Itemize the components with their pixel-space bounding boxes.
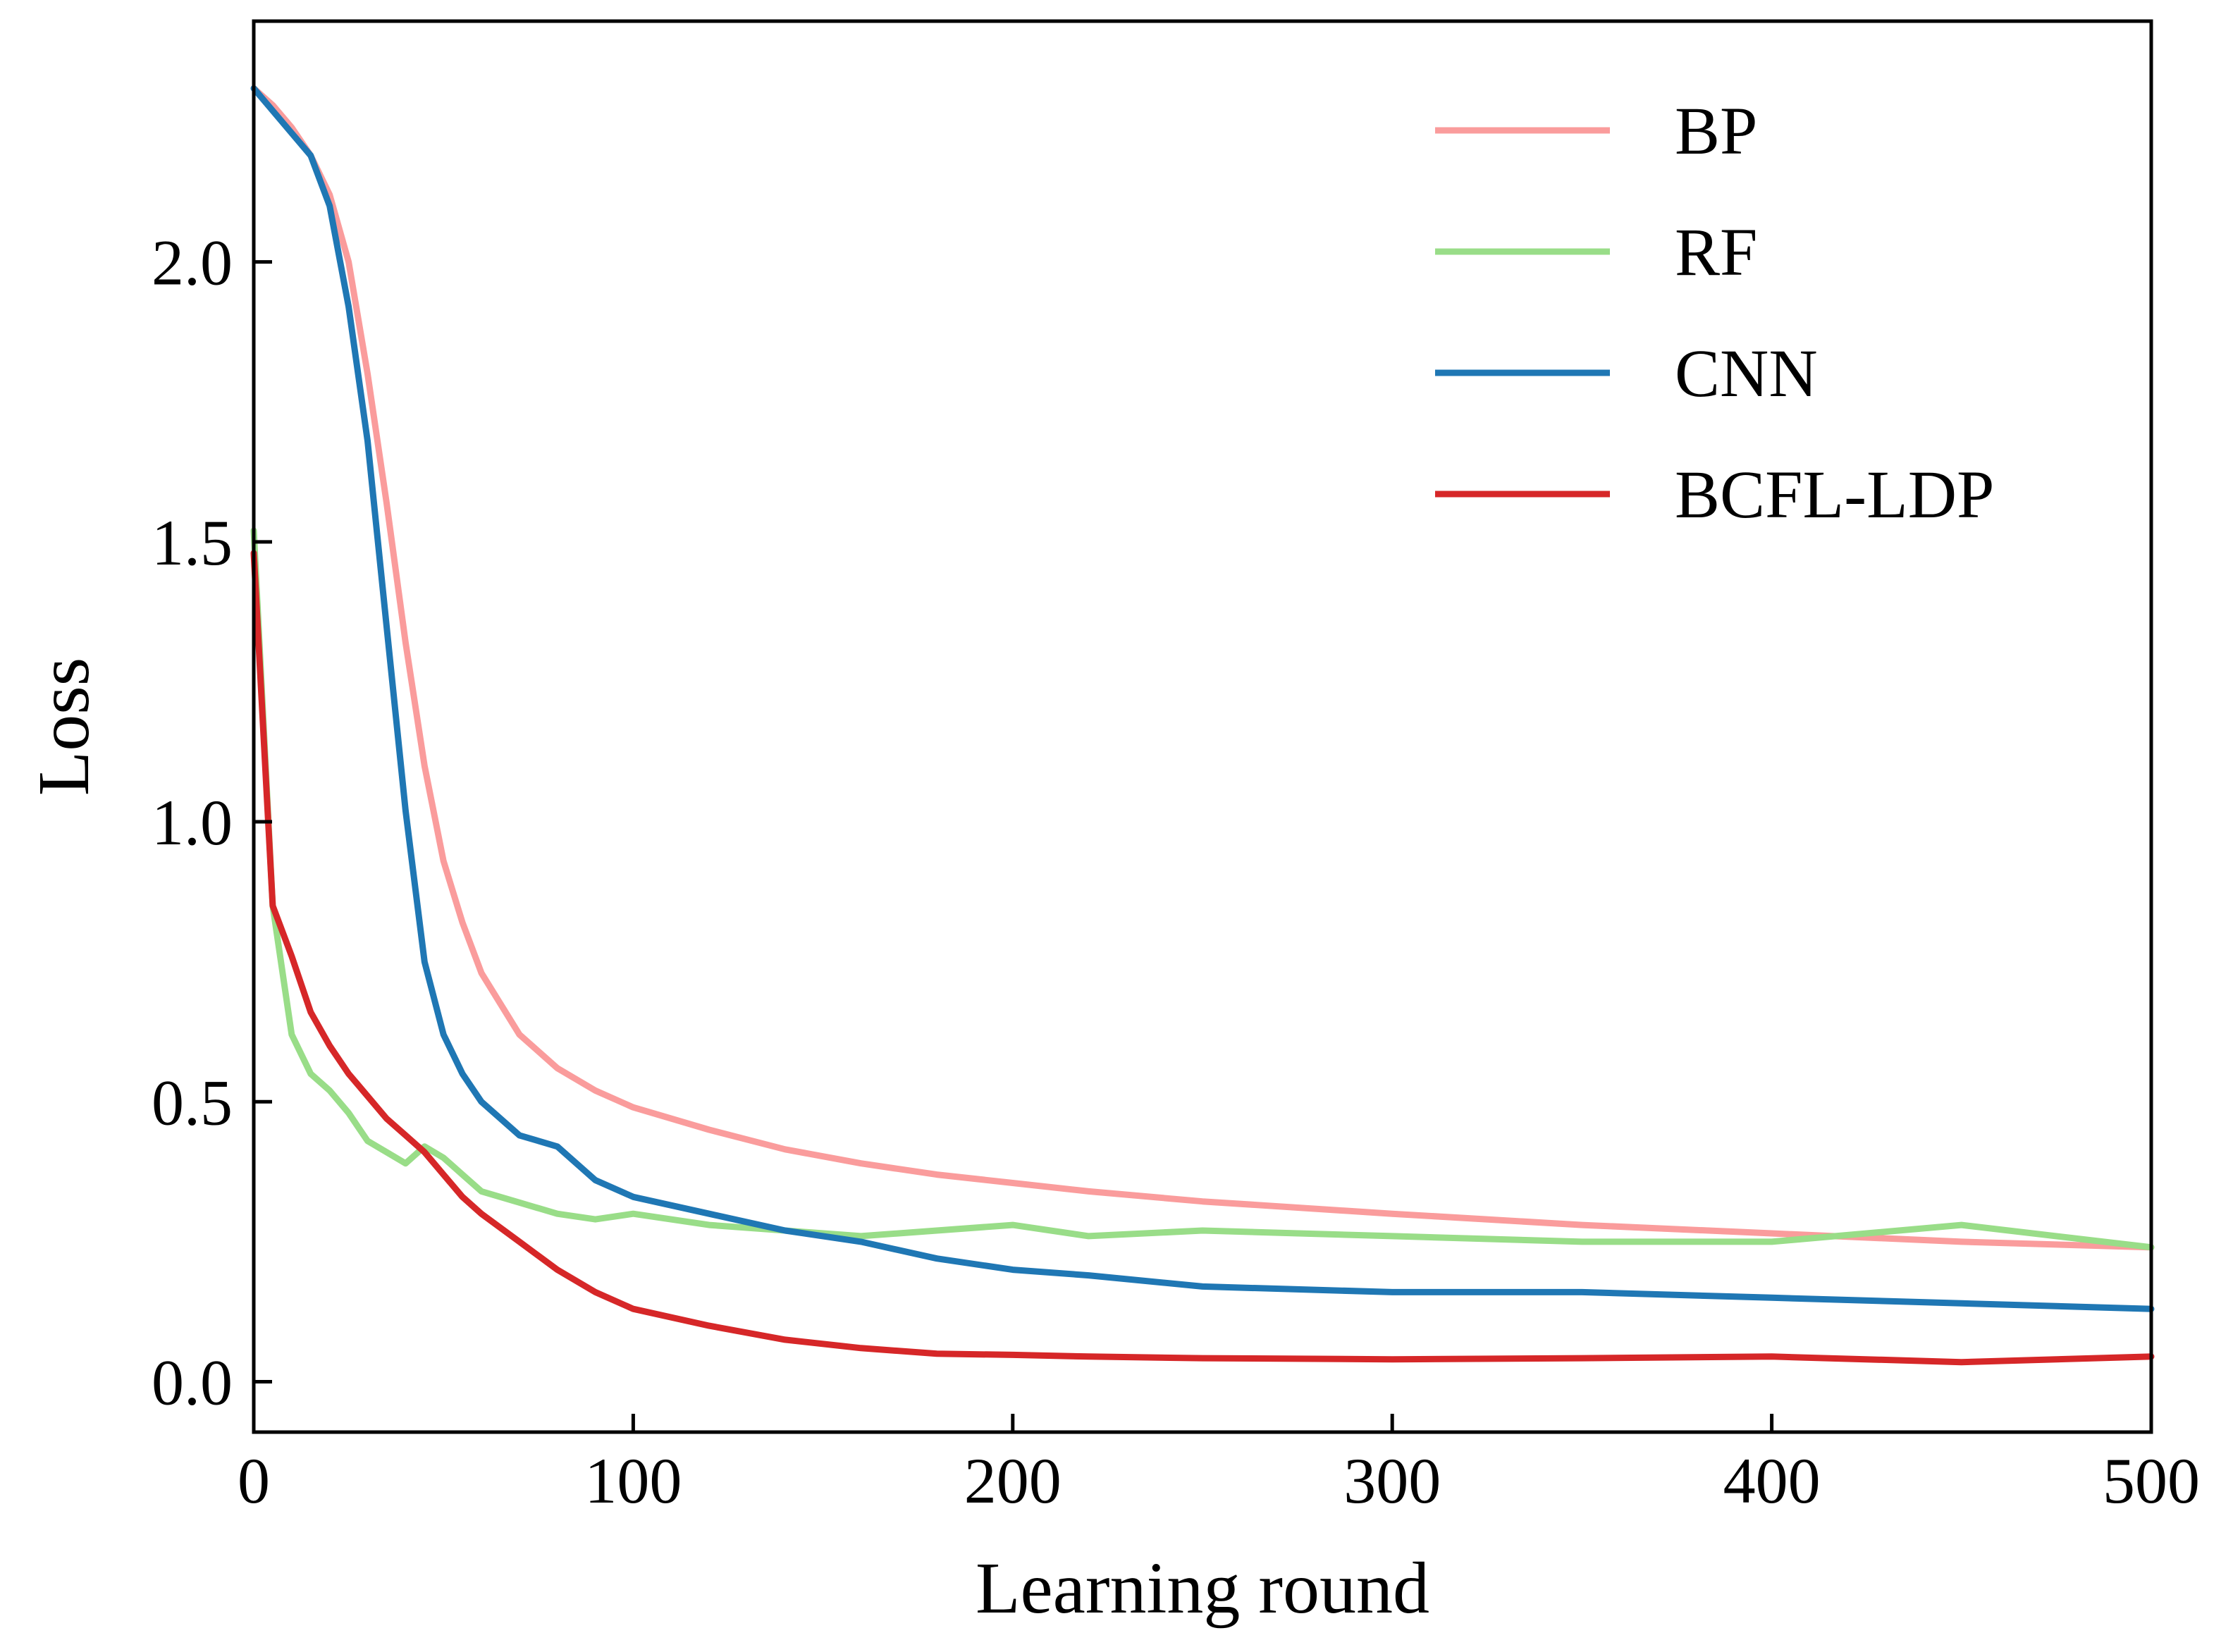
- y-tick-label: 0.5: [152, 1066, 233, 1138]
- series-line-bcfl-ldp: [250, 550, 2155, 1366]
- legend-label-cnn: CNN: [1675, 335, 1818, 411]
- legend-label-rf: RF: [1675, 214, 1757, 290]
- x-tick-label: 100: [584, 1445, 682, 1517]
- x-tick-label: 300: [1343, 1445, 1441, 1517]
- y-tick-label: 2.0: [152, 227, 233, 299]
- series-line-rf: [250, 527, 2155, 1251]
- legend-label-bp: BP: [1675, 93, 1757, 168]
- x-tick-label: 200: [964, 1445, 1062, 1517]
- y-axis-title: Loss: [23, 658, 104, 796]
- legend-label-bcfl-ldp: BCFL-LDP: [1675, 457, 1994, 532]
- y-tick-label: 1.0: [152, 787, 233, 858]
- series-line-cnn: [250, 85, 2155, 1312]
- series-line-bp: [250, 85, 2155, 1251]
- legend: BP RF CNN BCFL-LDP: [1435, 93, 1994, 532]
- y-tick-label: 0.0: [152, 1347, 233, 1419]
- x-axis-title: Learning round: [976, 1548, 1429, 1629]
- series-layer: [250, 85, 2155, 1366]
- plot-frame: [252, 19, 2153, 1434]
- ticks-layer: 0 100 200 300 400 500 0.0 0.5 1.0 1.5 2.0: [152, 227, 2200, 1517]
- x-tick-label: 400: [1723, 1445, 1821, 1517]
- x-tick-label: 500: [2103, 1445, 2200, 1517]
- y-tick-label: 1.5: [152, 507, 233, 579]
- x-tick-label: 0: [238, 1445, 270, 1517]
